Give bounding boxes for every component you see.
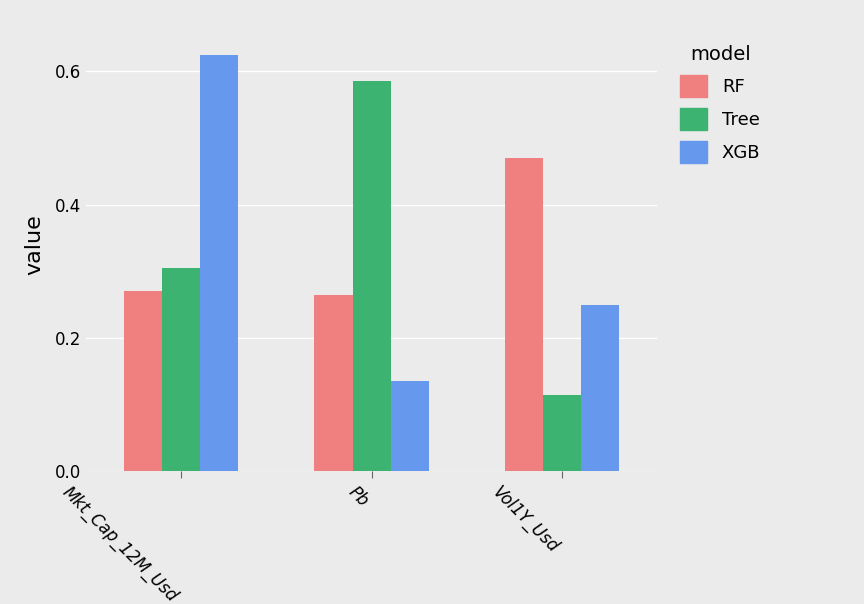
- Bar: [543, 394, 581, 471]
- Bar: [391, 381, 429, 471]
- Legend: RF, Tree, XGB: RF, Tree, XGB: [671, 36, 770, 172]
- Y-axis label: value: value: [24, 214, 44, 275]
- Bar: [124, 291, 162, 471]
- Bar: [314, 295, 353, 471]
- Bar: [200, 55, 238, 471]
- Bar: [353, 82, 391, 471]
- Bar: [581, 304, 619, 471]
- Bar: [505, 158, 543, 471]
- Bar: [162, 268, 200, 471]
